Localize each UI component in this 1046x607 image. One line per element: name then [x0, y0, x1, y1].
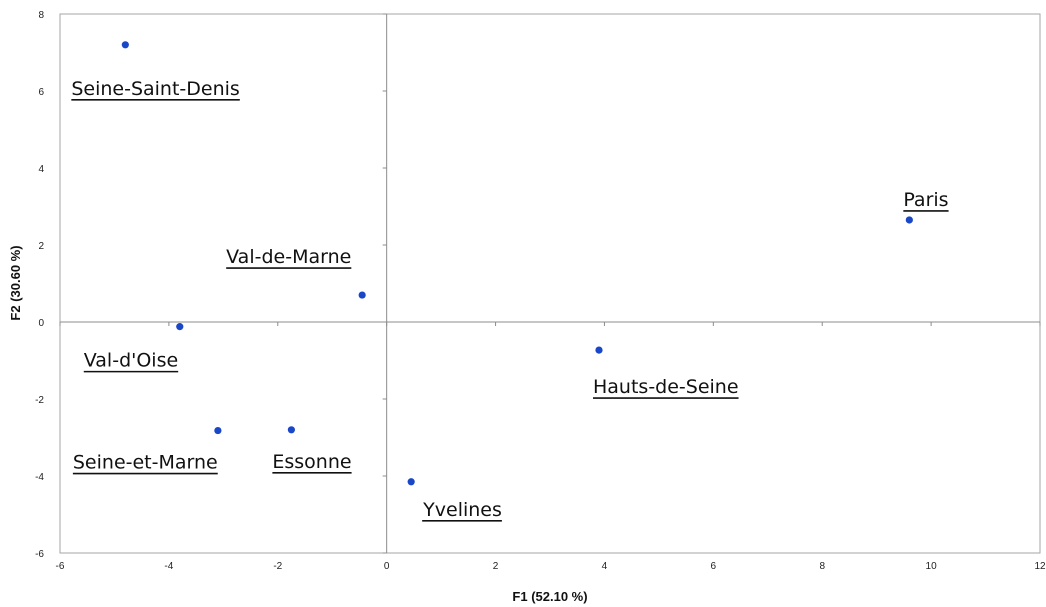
data-point [407, 478, 415, 486]
data-point [176, 323, 184, 331]
points-layer [121, 41, 913, 486]
y-tick-label: 2 [38, 241, 44, 252]
y-tick-label: 0 [38, 318, 44, 329]
y-axis-title: F2 (30.60 %) [8, 245, 23, 320]
point-label: Paris [903, 189, 948, 211]
plot-area [59, 13, 1041, 554]
x-tick-label: 2 [493, 561, 499, 572]
x-tick-label: 8 [819, 561, 825, 572]
point-label: Yvelines [422, 499, 502, 521]
x-tick-label: 0 [384, 561, 390, 572]
point-label: Seine-et-Marne [73, 452, 218, 474]
x-tick-label: 4 [602, 561, 608, 572]
y-tick-label: -2 [35, 395, 44, 406]
data-point [214, 426, 222, 435]
x-tick-label: 12 [1034, 561, 1046, 572]
x-tick-label: -6 [56, 561, 65, 572]
point-label: Val-de-Marne [226, 246, 351, 268]
x-axis-title: F1 (52.10 %) [512, 589, 587, 604]
point-label: Essonne [272, 451, 351, 473]
data-point [595, 346, 603, 354]
y-tick-label: -4 [35, 472, 44, 483]
data-point [287, 426, 295, 434]
data-point [121, 41, 129, 49]
x-tick-label: -2 [273, 561, 282, 572]
point-label: Val-d'Oise [84, 350, 178, 372]
y-tick-label: 4 [38, 164, 44, 175]
y-tick-label: 8 [38, 10, 44, 21]
x-tick-label: -4 [164, 561, 173, 572]
data-point [905, 216, 913, 224]
y-tick-label: 6 [38, 87, 44, 98]
point-label: Seine-Saint-Denis [71, 78, 240, 100]
axes-layer [60, 14, 1040, 553]
point-label: Hauts-de-Seine [593, 376, 739, 398]
x-tick-label: 6 [711, 561, 717, 572]
y-tick-label: -6 [35, 549, 44, 560]
data-point [358, 291, 366, 299]
x-tick-label: 10 [926, 561, 938, 572]
labels-layer: Seine-Saint-Denis Paris Val-de-Marne Val-d'… [71, 78, 949, 522]
ticks-layer: -6 -4 -2 0 2 4 6 8 10 12 -6 -4 -2 0 2 4 6 8 [35, 10, 1046, 572]
